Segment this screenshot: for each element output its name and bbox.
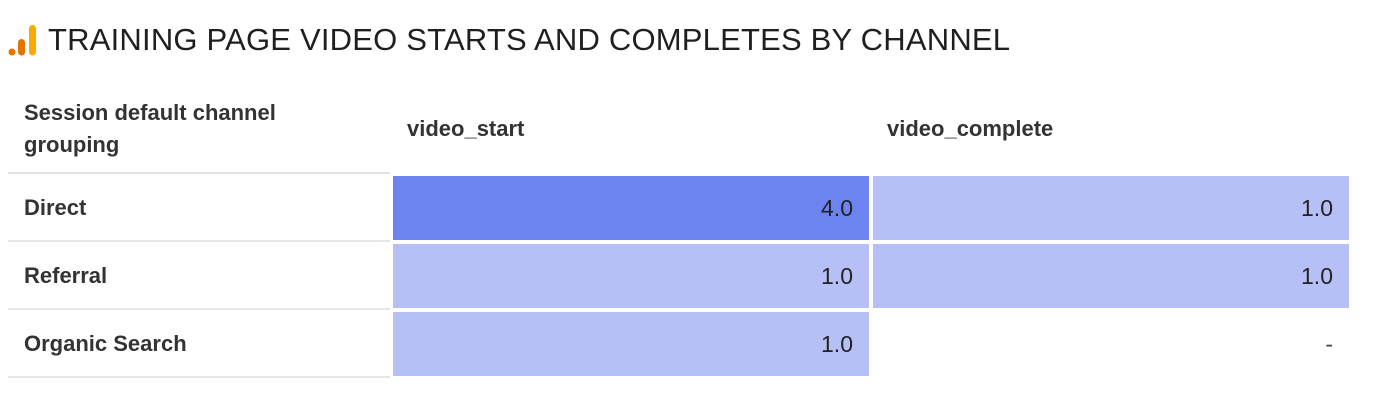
heat-cell-video-start: 1.0: [393, 312, 869, 376]
row-label-cell: Organic Search: [8, 312, 390, 378]
column-header-channel[interactable]: Session default channel grouping: [24, 100, 276, 157]
header: TRAINING PAGE VIDEO STARTS AND COMPLETES…: [8, 18, 1010, 62]
heat-cell-video-complete: 1.0: [873, 176, 1349, 240]
table-row: Direct 4.0 1.0: [8, 176, 1350, 242]
heat-cell-video-start: 1.0: [393, 244, 869, 308]
column-header-video-start[interactable]: video_start: [407, 116, 525, 141]
column-header-video-complete[interactable]: video_complete: [887, 116, 1054, 141]
row-label: Direct: [24, 195, 87, 220]
row-label: Organic Search: [24, 331, 187, 356]
heat-cell-video-complete: 1.0: [873, 244, 1349, 308]
chart-title: TRAINING PAGE VIDEO STARTS AND COMPLETES…: [48, 22, 1011, 57]
table-header-row: Session default channel grouping video_s…: [8, 86, 1350, 172]
heatmap-table: Session default channel grouping video_s…: [8, 86, 1350, 378]
row-label-cell: Direct: [8, 176, 390, 242]
table-row: Organic Search 1.0 -: [8, 312, 1350, 378]
analytics-bar-chart-icon: [8, 25, 36, 56]
row-label: Referral: [24, 263, 108, 288]
table-row: Referral 1.0 1.0: [8, 244, 1350, 310]
row-label-cell: Referral: [8, 244, 390, 310]
header-divider: [8, 172, 390, 174]
heat-cell-video-start: 4.0: [393, 176, 869, 240]
heat-cell-video-complete: -: [873, 312, 1349, 376]
